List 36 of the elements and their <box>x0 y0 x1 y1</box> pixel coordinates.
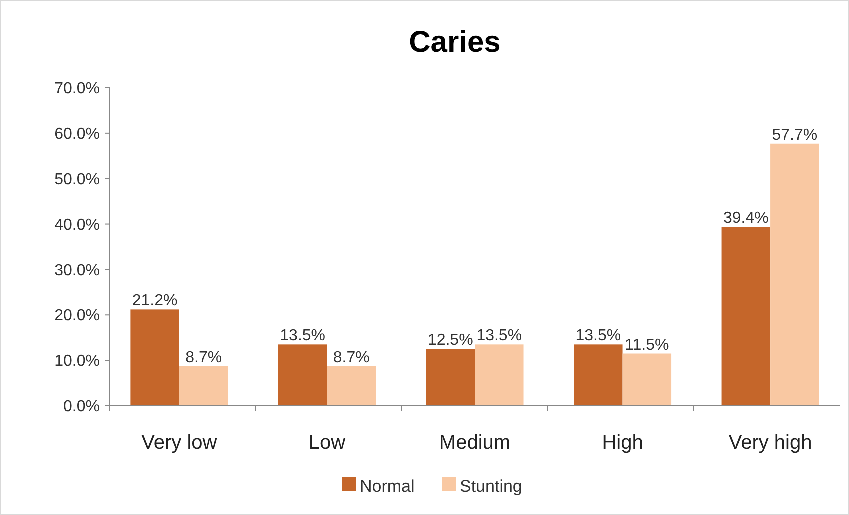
y-tick-label: 0.0% <box>64 398 100 416</box>
bar <box>622 354 672 406</box>
bar <box>426 349 475 406</box>
data-label: 39.4% <box>723 210 769 228</box>
data-label: 12.5% <box>428 332 474 350</box>
x-tick-label: High <box>602 432 644 454</box>
data-label: 13.5% <box>280 328 326 345</box>
data-label: 13.5% <box>476 328 522 345</box>
x-tick-label: Very high <box>728 432 812 454</box>
bar <box>130 310 180 406</box>
y-tick-label: 40.0% <box>54 216 100 234</box>
chart-title: Caries <box>409 26 501 59</box>
bar <box>722 227 771 406</box>
bar <box>327 366 376 406</box>
y-tick-label: 50.0% <box>54 171 100 188</box>
bar <box>770 144 820 406</box>
y-tick-label: 70.0% <box>54 80 100 98</box>
data-label: 57.7% <box>772 126 818 144</box>
y-tick-label: 10.0% <box>54 353 100 370</box>
data-label: 21.2% <box>132 292 178 310</box>
x-tick-label: Low <box>308 432 346 454</box>
legend-label: Normal <box>360 476 415 496</box>
data-label: 8.7% <box>186 349 222 366</box>
data-label: 11.5% <box>625 336 670 354</box>
y-tick-label: 30.0% <box>54 262 100 280</box>
x-tick-label: Medium <box>439 432 511 454</box>
y-tick-label: 60.0% <box>54 126 100 144</box>
bar <box>179 366 228 406</box>
legend-label: Stunting <box>460 476 522 496</box>
y-tick-label: 20.0% <box>54 308 100 325</box>
data-label: 13.5% <box>576 328 622 345</box>
data-label: 8.7% <box>333 349 370 366</box>
bar <box>278 344 328 406</box>
x-tick-label: Very low <box>142 432 218 454</box>
bar <box>574 344 623 406</box>
bar <box>475 344 524 406</box>
